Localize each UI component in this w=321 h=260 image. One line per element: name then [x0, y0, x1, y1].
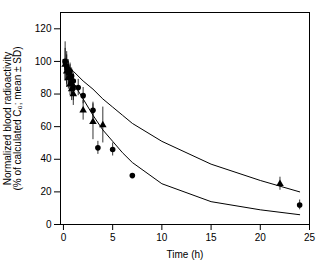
svg-text:100: 100: [35, 56, 52, 67]
svg-text:80: 80: [40, 88, 52, 99]
svg-text:20: 20: [40, 186, 52, 197]
svg-text:Normalized blood radioactivity: Normalized blood radioactivity(% of calc…: [2, 46, 23, 190]
svg-text:15: 15: [206, 232, 218, 243]
svg-text:120: 120: [35, 23, 52, 34]
svg-text:Time (h): Time (h): [167, 249, 204, 260]
svg-text:25: 25: [304, 232, 316, 243]
svg-text:10: 10: [156, 232, 168, 243]
svg-text:20: 20: [255, 232, 267, 243]
svg-text:40: 40: [40, 153, 52, 164]
svg-text:0: 0: [61, 232, 67, 243]
svg-text:0: 0: [46, 219, 52, 230]
svg-text:5: 5: [110, 232, 116, 243]
svg-text:60: 60: [40, 121, 52, 132]
